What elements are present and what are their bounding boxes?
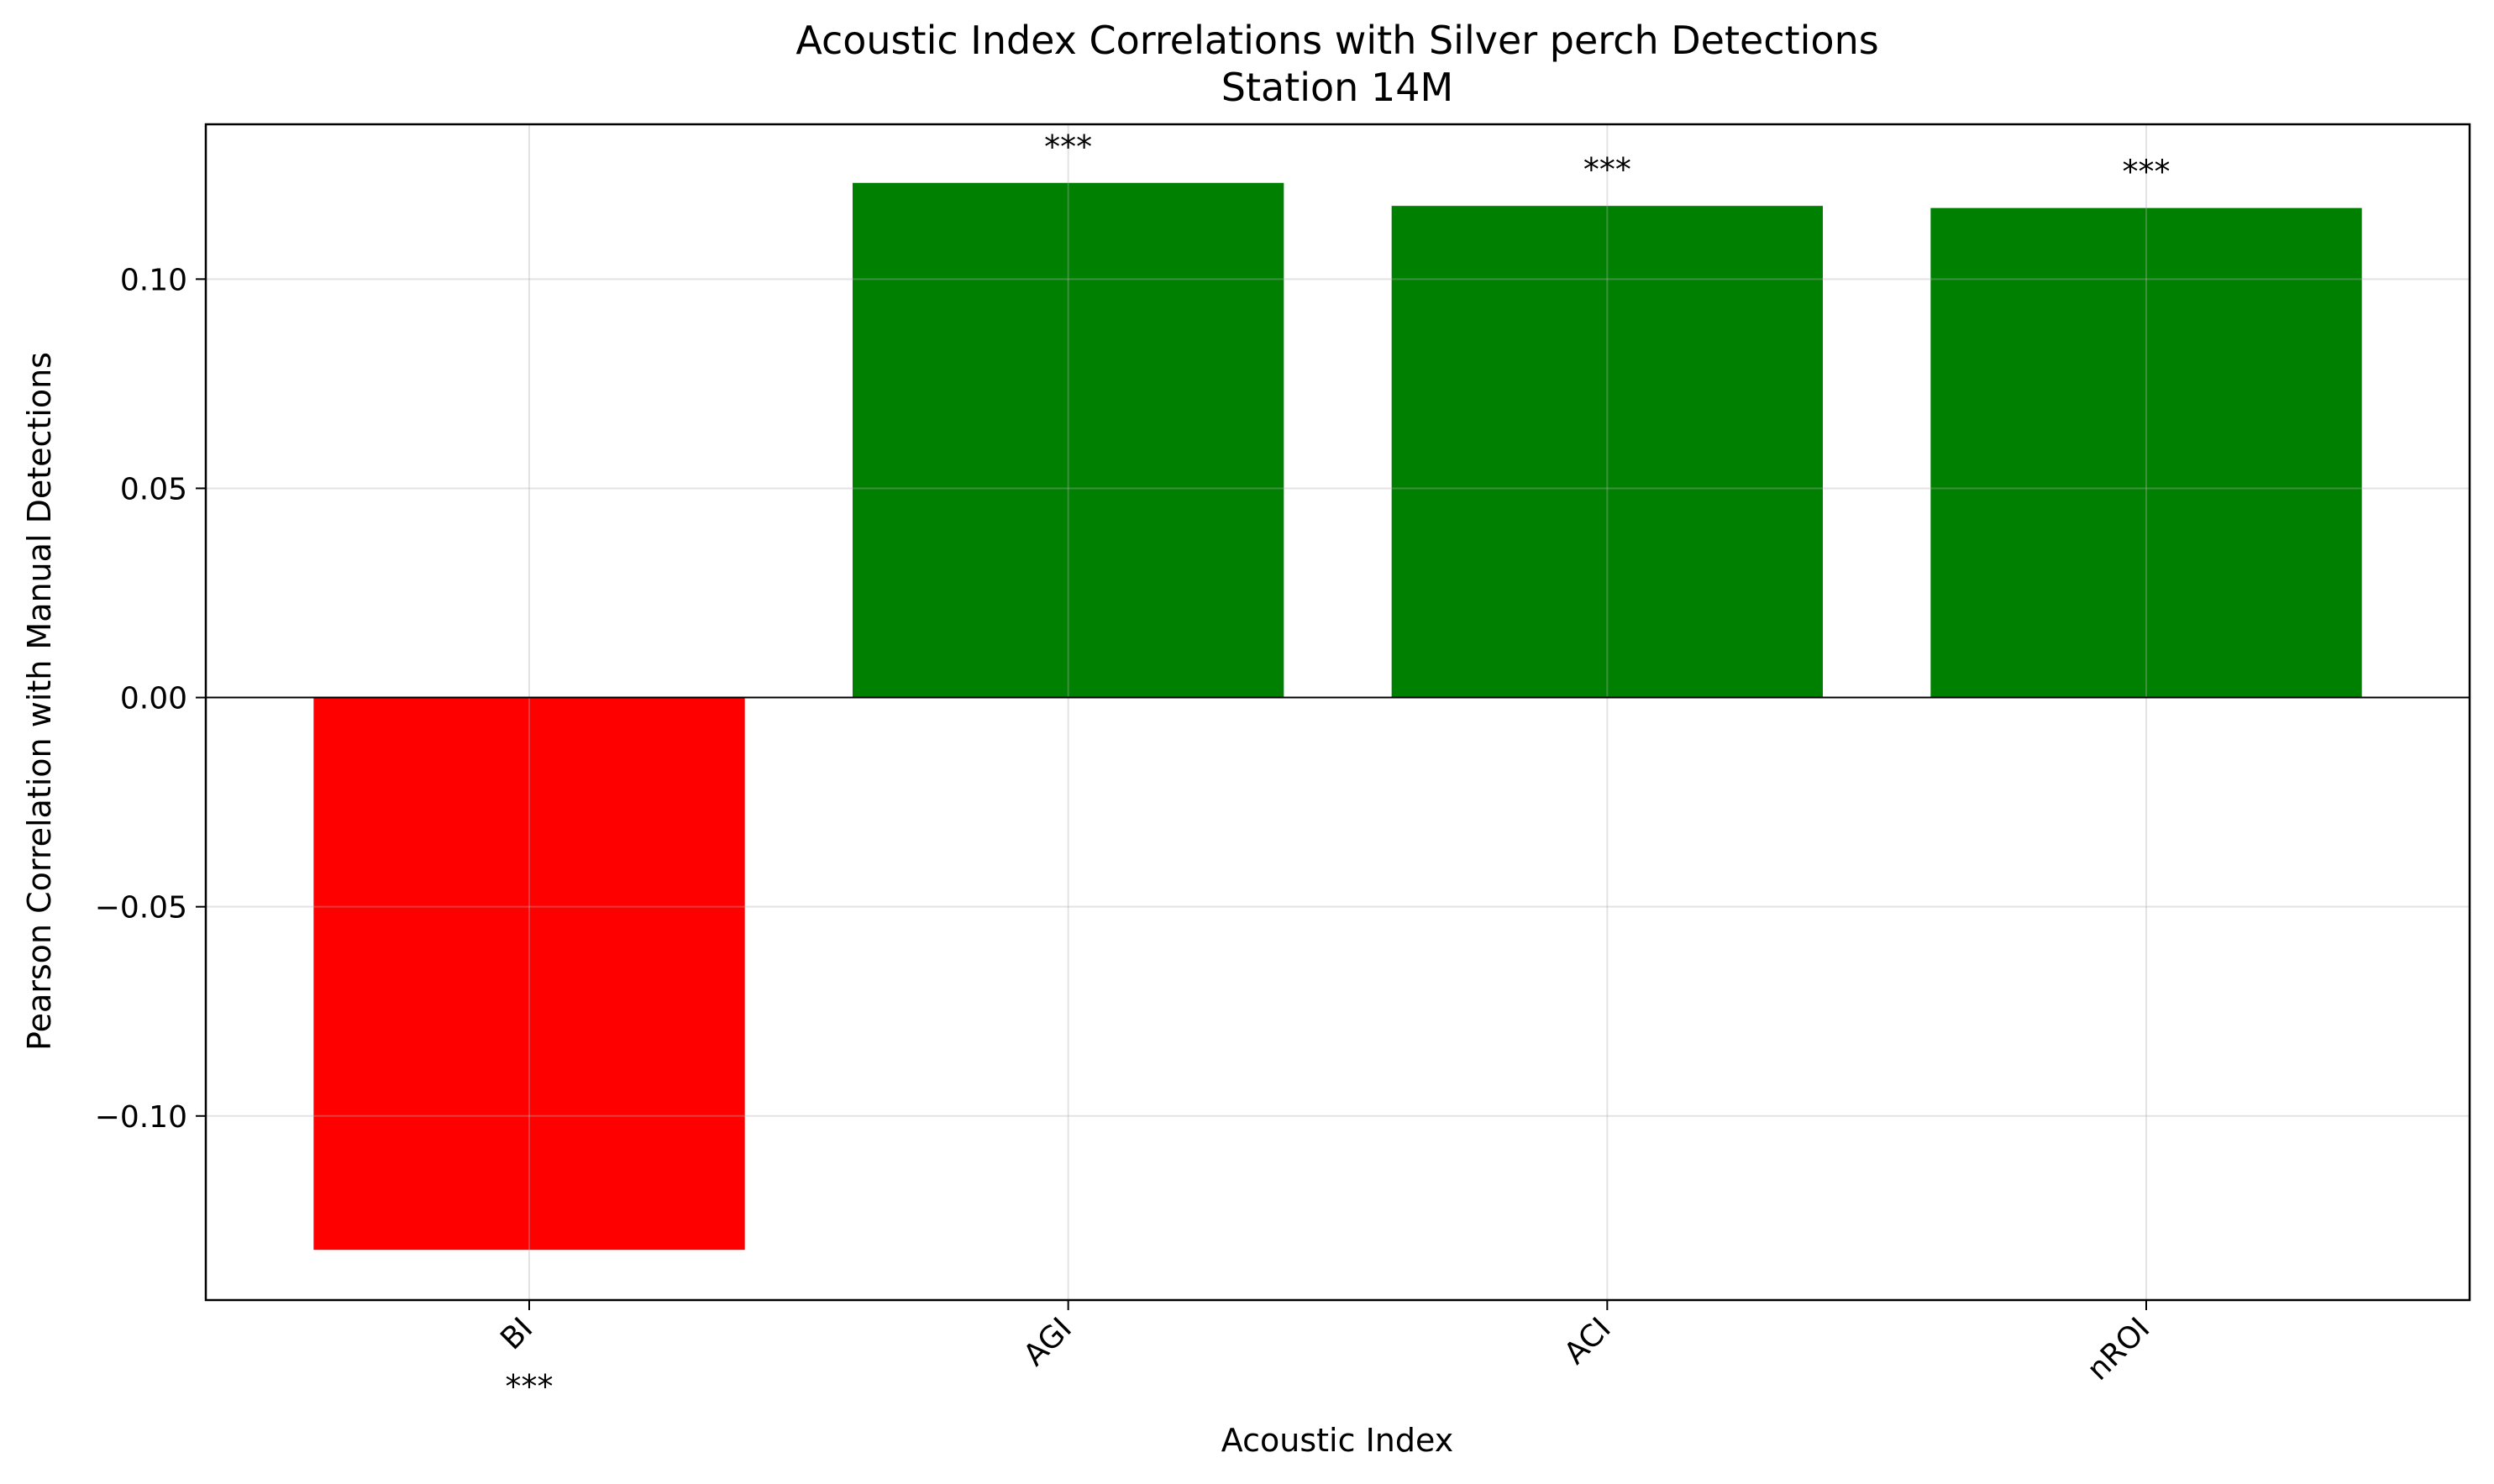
bar-aci xyxy=(1391,206,1823,698)
bar-agi xyxy=(853,182,1284,698)
x-tick-label-agi: AGI xyxy=(1017,1311,1079,1372)
y-tick-label: −0.05 xyxy=(95,891,187,926)
y-tick-label: −0.10 xyxy=(95,1100,187,1135)
bar-nroi xyxy=(1930,207,2362,698)
x-axis-label: Acoustic Index xyxy=(1221,1422,1453,1459)
x-tick-label-nroi: nROI xyxy=(2081,1311,2156,1387)
significance-label: *** xyxy=(1583,151,1631,188)
x-tick-label-aci: ACI xyxy=(1557,1311,1617,1371)
plot-frame xyxy=(204,123,2471,1302)
y-tick-label: 0.05 xyxy=(120,472,187,506)
y-axis-label: Pearson Correlation with Manual Detectio… xyxy=(21,352,58,1051)
significance-label: *** xyxy=(1044,128,1092,165)
x-tick-label-bi: BI xyxy=(494,1311,539,1356)
y-tick-label: 0.10 xyxy=(120,263,187,297)
plot-area: −0.10 −0.05 0.00 0.05 0.10 BI AGI ACI nROI *** ***… xyxy=(95,123,2471,1405)
y-tick-label: 0.00 xyxy=(120,682,187,716)
chart-title: Acoustic Index Correlations with Silver … xyxy=(795,18,1878,63)
significance-label: *** xyxy=(2123,154,2171,191)
bar-bi xyxy=(313,697,745,1251)
significance-label: *** xyxy=(506,1368,554,1405)
chart-subtitle: Station 14M xyxy=(1221,65,1453,110)
